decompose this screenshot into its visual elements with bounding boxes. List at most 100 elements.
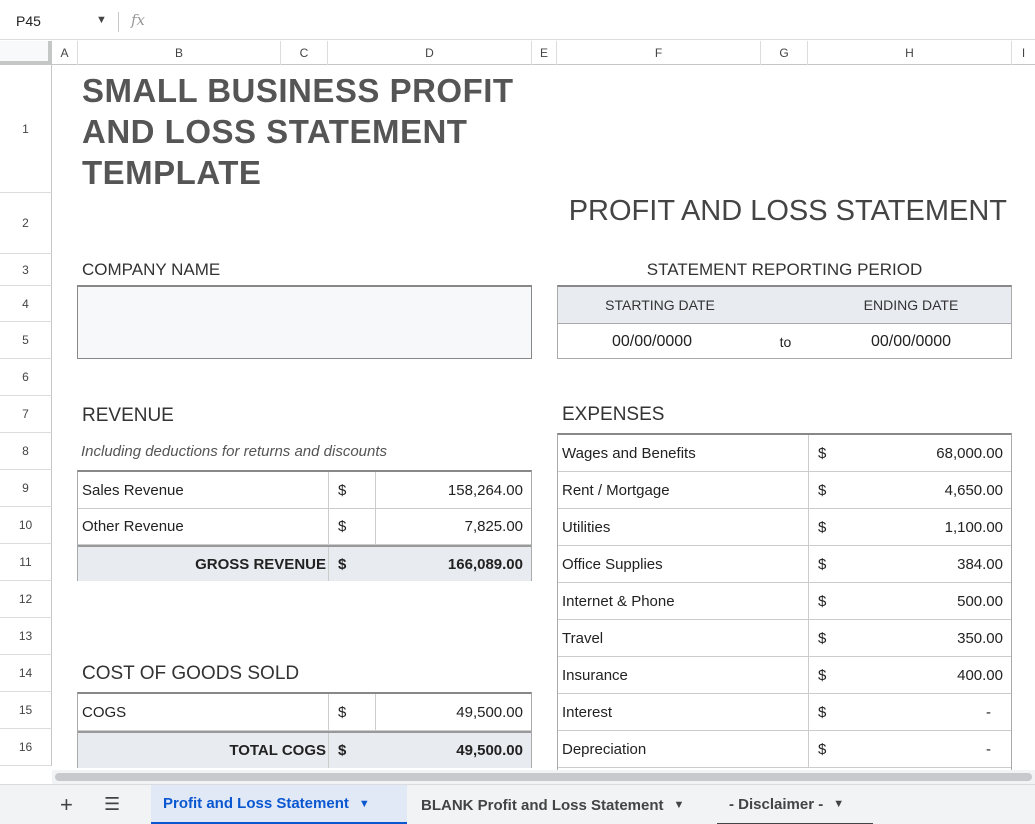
revenue-table: Sales Revenue $ 158,264.00 Other Revenue…	[77, 470, 532, 581]
revenue-label: REVENUE	[82, 405, 174, 426]
table-row: Travel $ 350.00	[558, 620, 1011, 657]
expense-row-currency: $	[808, 620, 855, 656]
row-header-6[interactable]: 6	[0, 359, 52, 396]
expense-row-amount[interactable]: 350.00	[957, 629, 1003, 647]
revenue-row-name[interactable]: Sales Revenue	[82, 481, 184, 499]
formula-bar: P45 ▼ fx	[0, 0, 1035, 40]
cogs-row-name[interactable]: COGS	[82, 703, 127, 721]
table-row: Other Revenue $ 7,825.00	[78, 509, 531, 545]
revenue-row-amount[interactable]: 158,264.00	[375, 472, 531, 508]
expense-row-currency: $	[808, 657, 855, 693]
expense-row-amount[interactable]: 384.00	[957, 555, 1003, 573]
table-row: Wages and Benefits $ 68,000.00	[558, 435, 1011, 472]
column-header-b[interactable]: B	[78, 41, 281, 65]
table-row: Utilities $ 1,100.00	[558, 509, 1011, 546]
period-header-row: STARTING DATE ENDING DATE	[558, 287, 1011, 324]
title-line: TEMPLATE	[82, 154, 262, 191]
starting-date-value[interactable]: 00/00/0000	[612, 333, 693, 350]
reporting-period-table: STARTING DATE ENDING DATE 00/00/0000 to …	[557, 285, 1012, 359]
scrollbar-thumb[interactable]	[55, 773, 1032, 781]
name-box[interactable]: P45	[16, 13, 41, 29]
row-header-7[interactable]: 7	[0, 396, 52, 433]
starting-date-label: STARTING DATE	[605, 297, 715, 313]
expense-row-currency: $	[808, 435, 855, 471]
gross-revenue-label: GROSS REVENUE	[195, 555, 326, 573]
row-header-10[interactable]: 10	[0, 507, 52, 544]
column-header-a[interactable]: A	[52, 41, 78, 65]
title-line: SMALL BUSINESS PROFIT	[82, 72, 514, 109]
expense-row-currency: $	[808, 694, 855, 730]
row-header-11[interactable]: 11	[0, 544, 52, 581]
table-row: Insurance $ 400.00	[558, 657, 1011, 694]
expense-row-currency: $	[808, 731, 855, 767]
row-header-16[interactable]: 16	[0, 729, 52, 766]
expense-row-amount[interactable]: 1,100.00	[944, 518, 1003, 536]
expense-row-currency: $	[808, 583, 855, 619]
horizontal-scrollbar[interactable]	[52, 770, 1035, 784]
pl-heading: PROFIT AND LOSS STATEMENT	[568, 195, 1007, 227]
expense-row-name[interactable]: Depreciation	[562, 740, 647, 758]
row-header-13[interactable]: 13	[0, 618, 52, 655]
total-cogs-amount: 49,500.00	[456, 742, 523, 759]
column-header-d[interactable]: D	[328, 41, 532, 65]
row-header-3[interactable]: 3	[0, 254, 52, 286]
revenue-row-name[interactable]: Other Revenue	[82, 518, 184, 535]
row-header-12[interactable]: 12	[0, 581, 52, 618]
row-header-5[interactable]: 5	[0, 322, 52, 359]
plus-icon[interactable]: +	[60, 792, 73, 817]
total-cogs-label: TOTAL COGS	[229, 742, 326, 759]
expense-row-name[interactable]: Utilities	[562, 518, 611, 536]
column-header-f[interactable]: F	[557, 41, 761, 65]
expenses-table: Wages and Benefits $ 68,000.00 Rent / Mo…	[557, 433, 1012, 770]
table-row: Internet & Phone $ 500.00	[558, 583, 1011, 620]
expense-row-name[interactable]: Internet & Phone	[562, 592, 675, 610]
row-header-15[interactable]: 15	[0, 692, 52, 729]
expense-row-amount[interactable]: 68,000.00	[936, 444, 1003, 462]
row-header-2[interactable]: 2	[0, 193, 52, 254]
row-header-14[interactable]: 14	[0, 655, 52, 692]
row-header-4[interactable]: 4	[0, 286, 52, 322]
caret-down-icon[interactable]: ▼	[358, 797, 370, 810]
expense-row-name[interactable]: Rent / Mortgage	[562, 481, 670, 499]
total-cogs-row: TOTAL COGS $ 49,500.00	[78, 731, 531, 768]
column-header-h[interactable]: H	[808, 41, 1012, 65]
expense-row-name[interactable]: Travel	[562, 629, 604, 647]
menu-icon[interactable]: ☰	[104, 794, 121, 814]
revenue-note: Including deductions for returns and dis…	[81, 443, 388, 460]
table-row: Sales Revenue $ 158,264.00	[78, 472, 531, 509]
row-header-1[interactable]: 1	[0, 65, 52, 193]
table-row: Office Supplies $ 384.00	[558, 546, 1011, 583]
caret-down-icon[interactable]: ▼	[833, 798, 845, 810]
expense-row-amount[interactable]: 400.00	[957, 666, 1003, 684]
table-row: COGS $ 49,500.00	[78, 694, 531, 731]
reporting-period-title: STATEMENT REPORTING PERIOD	[646, 260, 923, 279]
column-header-g[interactable]: G	[761, 41, 808, 65]
column-header-row: A B C D E F G H I	[0, 41, 1035, 65]
expense-row-amount[interactable]: -	[986, 703, 991, 721]
sheet-tab-blank-profit-and-loss[interactable]: BLANK Profit and Loss Statement ▼	[409, 785, 696, 824]
cogs-row-amount[interactable]: 49,500.00	[375, 694, 531, 730]
caret-down-icon[interactable]: ▼	[673, 799, 685, 811]
sheet-tab-disclaimer[interactable]: - Disclaimer - ▼	[717, 785, 873, 824]
revenue-row-currency: $	[328, 509, 375, 544]
column-header-e[interactable]: E	[532, 41, 557, 65]
column-header-i[interactable]: I	[1021, 46, 1026, 60]
select-all-corner[interactable]	[0, 41, 52, 65]
expense-row-amount[interactable]: 4,650.00	[944, 481, 1003, 499]
sheet-tab-profit-and-loss[interactable]: Profit and Loss Statement ▼	[151, 785, 407, 824]
expense-row-name[interactable]: Insurance	[562, 666, 628, 684]
expense-row-name[interactable]: Wages and Benefits	[562, 444, 696, 462]
ending-date-value[interactable]: 00/00/0000	[870, 333, 952, 350]
expense-row-amount[interactable]: -	[986, 740, 991, 758]
expense-row-amount[interactable]: 500.00	[957, 592, 1003, 610]
period-to-label: to	[779, 334, 792, 350]
company-name-input[interactable]	[77, 285, 532, 359]
revenue-row-amount[interactable]: 7,825.00	[375, 509, 531, 544]
expense-row-name[interactable]: Interest	[562, 703, 613, 721]
column-header-c[interactable]: C	[281, 41, 328, 65]
caret-down-icon[interactable]: ▼	[96, 14, 107, 26]
row-header-9[interactable]: 9	[0, 470, 52, 507]
expense-row-name[interactable]: Office Supplies	[562, 555, 663, 573]
row-header-8[interactable]: 8	[0, 433, 52, 470]
total-cogs-currency: $	[328, 733, 375, 768]
